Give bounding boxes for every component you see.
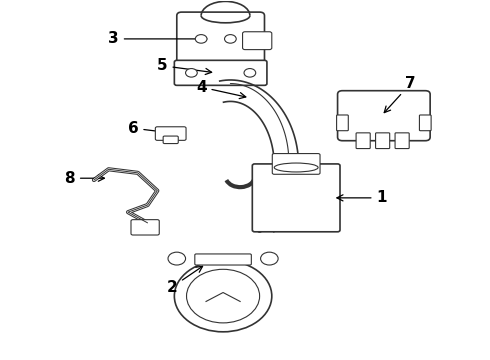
FancyBboxPatch shape [337,115,348,131]
FancyBboxPatch shape [395,133,409,149]
Circle shape [224,35,236,43]
Text: 7: 7 [384,76,416,113]
Polygon shape [220,80,298,232]
Text: 3: 3 [108,31,207,46]
FancyBboxPatch shape [272,154,320,174]
FancyBboxPatch shape [375,133,390,149]
Circle shape [261,252,278,265]
FancyBboxPatch shape [174,60,267,85]
Circle shape [196,35,207,43]
FancyBboxPatch shape [356,133,370,149]
FancyBboxPatch shape [177,12,265,66]
Circle shape [168,252,186,265]
Text: 5: 5 [157,58,212,75]
Text: 6: 6 [127,121,172,136]
Circle shape [244,35,256,43]
Text: 8: 8 [64,171,104,186]
FancyBboxPatch shape [243,32,272,50]
Circle shape [186,68,197,77]
FancyBboxPatch shape [155,127,186,140]
Circle shape [187,269,260,323]
Ellipse shape [274,163,318,172]
FancyBboxPatch shape [419,115,431,131]
FancyBboxPatch shape [163,136,178,144]
FancyBboxPatch shape [131,220,159,235]
FancyBboxPatch shape [338,91,430,141]
Text: 1: 1 [337,190,387,205]
Text: 2: 2 [167,266,202,295]
Circle shape [244,68,256,77]
FancyBboxPatch shape [195,254,251,265]
Circle shape [174,260,272,332]
Text: 4: 4 [196,80,246,99]
FancyBboxPatch shape [252,164,340,232]
